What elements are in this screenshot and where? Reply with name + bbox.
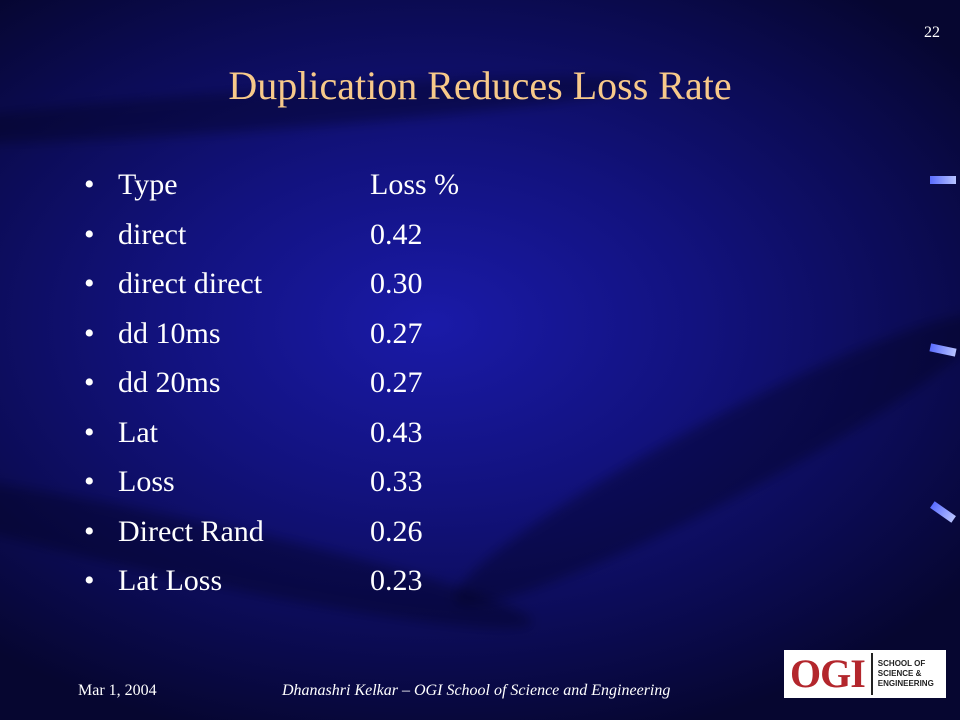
slide-number: 22 <box>924 24 940 41</box>
row-type: dd 10ms <box>118 316 221 350</box>
logo-line: SCHOOL OF <box>877 659 926 668</box>
bullet-glyph: • <box>84 415 95 449</box>
bullet-row: • Lat 0.43 <box>84 416 530 466</box>
bullet-row: • Loss 0.33 <box>84 465 530 515</box>
bullet-row: • direct direct 0.30 <box>84 267 530 317</box>
row-type: Type <box>118 168 178 201</box>
bullet-glyph: • <box>84 366 95 399</box>
bullet-row-header: • Type Loss % <box>84 168 530 218</box>
row-type: Lat <box>118 415 158 449</box>
row-type: direct direct <box>118 267 263 300</box>
logo-text: SCHOOL OF SCIENCE & ENGINEERING <box>878 659 934 689</box>
row-type: Lat Loss <box>118 564 223 597</box>
bullet-list: • Type Loss % • direct 0.42 • direct direct 0.30… <box>84 168 530 614</box>
bullet-glyph: • <box>84 217 95 251</box>
row-type: Direct Rand <box>118 514 264 548</box>
bullet-glyph: • <box>84 514 95 548</box>
logo-line: SCIENCE & <box>877 669 922 678</box>
bullet-glyph: • <box>84 316 95 350</box>
bullet-glyph: • <box>84 267 95 300</box>
row-loss: 0.26 <box>370 514 423 548</box>
footer-credit: Dhanashri Kelkar – OGI School of Science… <box>282 682 671 699</box>
row-loss: 0.30 <box>370 267 423 300</box>
bullet-row: • dd 10ms 0.27 <box>84 317 530 367</box>
bullet-glyph: • <box>84 564 95 597</box>
edge-accent <box>930 176 956 184</box>
row-loss: Loss % <box>370 168 460 201</box>
bullet-glyph: • <box>84 168 95 201</box>
row-loss: 0.33 <box>370 465 423 498</box>
logo-line: ENGINEERING <box>877 679 934 688</box>
row-type: Loss <box>118 465 175 498</box>
bullet-row: • direct 0.42 <box>84 218 530 268</box>
row-loss: 0.27 <box>370 316 423 350</box>
row-loss: 0.43 <box>370 415 423 449</box>
row-loss: 0.23 <box>370 564 423 597</box>
ogi-logo: OGI SCHOOL OF SCIENCE & ENGINEERING <box>784 650 946 698</box>
bullet-row: • Direct Rand 0.26 <box>84 515 530 565</box>
bullet-row: • dd 20ms 0.27 <box>84 366 530 416</box>
footer-date: Mar 1, 2004 <box>78 682 157 699</box>
row-type: direct <box>118 217 187 251</box>
edge-accent <box>930 501 956 523</box>
slide-title: Duplication Reduces Loss Rate <box>228 63 732 108</box>
bullet-row: • Lat Loss 0.23 <box>84 564 530 614</box>
row-loss: 0.42 <box>370 217 423 251</box>
row-loss: 0.27 <box>370 366 423 399</box>
logo-mark: OGI <box>790 653 873 695</box>
bullet-glyph: • <box>84 465 95 498</box>
row-type: dd 20ms <box>118 366 221 399</box>
